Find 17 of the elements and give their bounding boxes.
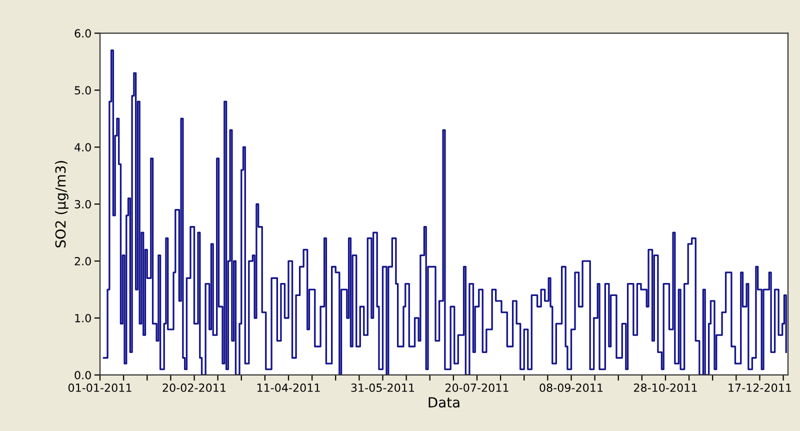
x-tick-label: 31-05-2011 bbox=[351, 384, 414, 392]
y-tick-label: 1.0 bbox=[75, 314, 91, 322]
x-tick-label: 11-04-2011 bbox=[257, 384, 320, 392]
y-tick-label: 3.0 bbox=[74, 200, 91, 208]
x-tick-label: 08-09-2011 bbox=[540, 384, 602, 392]
y-tick-label: 4.0 bbox=[74, 143, 91, 152]
y-tick-label: 0.0 bbox=[74, 370, 91, 380]
x-axis-title: Data bbox=[428, 397, 460, 408]
x-tick-label: 01-01-2011 bbox=[68, 384, 132, 392]
x-tick-label: 17-12-2011 bbox=[728, 384, 791, 392]
x-tick-label: 20-07-2011 bbox=[446, 384, 508, 392]
y-tick-label: 2.0 bbox=[74, 257, 91, 266]
y-axis-title: SO2 (µg/m3) bbox=[55, 161, 68, 248]
y-tick-label: 6.0 bbox=[74, 29, 91, 38]
x-tick-label: 20-02-2011 bbox=[162, 384, 226, 392]
y-tick-label: 5.0 bbox=[74, 86, 91, 95]
x-tick-label: 28-10-2011 bbox=[634, 384, 697, 392]
